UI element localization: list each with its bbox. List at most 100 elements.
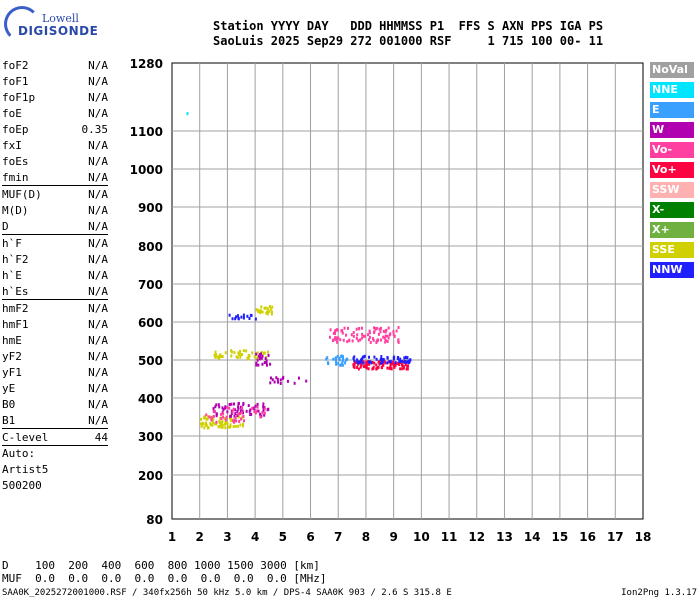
data-point <box>267 350 270 354</box>
data-point <box>221 423 224 427</box>
data-point <box>406 367 409 371</box>
x-tick-label: 17 <box>607 530 624 544</box>
data-point <box>236 314 239 318</box>
param-value: N/A <box>88 188 108 201</box>
muf-table: D 100 200 400 600 800 1000 1500 3000 [km… <box>2 559 327 585</box>
separator <box>2 428 108 429</box>
param-value: N/A <box>88 285 108 298</box>
data-point <box>250 412 253 416</box>
data-point <box>338 356 341 360</box>
data-point <box>221 425 224 429</box>
data-point <box>262 405 265 409</box>
data-point <box>205 413 208 417</box>
data-point <box>367 360 370 364</box>
data-point <box>265 359 268 363</box>
data-point <box>210 416 213 420</box>
param-row-ye: yE N/A <box>2 380 108 396</box>
data-point <box>251 351 254 355</box>
data-point <box>367 333 370 337</box>
data-point <box>327 361 330 365</box>
data-point <box>221 354 224 358</box>
data-point <box>256 405 259 409</box>
data-point <box>334 329 337 333</box>
param-name: yE <box>2 382 16 395</box>
data-point <box>233 351 236 355</box>
data-point <box>353 355 356 359</box>
data-point <box>270 310 273 314</box>
data-point <box>252 406 255 410</box>
data-point <box>368 335 371 339</box>
data-point <box>200 424 203 428</box>
data-point <box>223 422 226 426</box>
data-point <box>355 360 358 364</box>
param-name: C-level <box>2 431 49 444</box>
data-point <box>236 355 239 359</box>
data-point <box>275 376 278 380</box>
data-point <box>395 329 398 333</box>
data-point <box>216 355 219 359</box>
data-point <box>212 414 215 418</box>
separator <box>2 299 108 300</box>
data-point <box>228 406 231 410</box>
data-point <box>263 407 266 411</box>
param-row-hes: h`Es N/A <box>2 283 108 299</box>
data-point <box>345 333 348 337</box>
data-point <box>378 327 381 331</box>
data-point <box>378 361 381 365</box>
data-point <box>273 380 276 384</box>
data-point <box>399 367 402 371</box>
data-point <box>261 310 264 314</box>
data-point <box>269 362 272 366</box>
data-point <box>367 355 370 359</box>
muf-distance-row: D 100 200 400 600 800 1000 1500 3000 [km… <box>2 559 320 572</box>
data-point <box>235 419 238 423</box>
data-point <box>374 327 377 331</box>
data-point <box>407 359 410 363</box>
data-point <box>351 339 354 343</box>
data-point <box>356 358 359 362</box>
data-point <box>242 424 245 428</box>
data-point <box>259 415 262 419</box>
x-tick-label: 15 <box>552 530 569 544</box>
data-point <box>397 338 400 342</box>
param-value: N/A <box>88 334 108 347</box>
data-point <box>353 359 356 363</box>
data-point <box>401 364 404 368</box>
data-point <box>259 308 262 312</box>
data-point <box>257 310 260 314</box>
data-point <box>224 351 227 355</box>
data-point <box>234 408 237 412</box>
legend-item-sse: SSE <box>650 242 694 258</box>
data-point <box>214 405 217 409</box>
data-point <box>375 367 378 371</box>
data-point <box>248 317 251 321</box>
data-point <box>215 420 218 424</box>
data-point <box>215 422 218 426</box>
data-point <box>342 338 345 342</box>
param-row-foe: foE N/A <box>2 105 108 121</box>
data-point <box>254 404 257 408</box>
data-point <box>219 421 222 425</box>
param-name: h`E <box>2 269 22 282</box>
param-value: N/A <box>88 398 108 411</box>
data-point <box>211 423 214 427</box>
data-point <box>217 425 220 429</box>
data-point <box>386 366 389 370</box>
data-point <box>375 340 378 344</box>
data-point <box>382 329 385 333</box>
data-point <box>229 423 232 427</box>
data-point <box>212 407 215 411</box>
data-point <box>394 361 397 365</box>
data-point <box>352 334 355 338</box>
version-label: Ion2Png 1.3.17 <box>621 588 697 598</box>
data-point <box>380 366 383 370</box>
data-point <box>407 364 410 368</box>
param-row-fmin: fmin N/A <box>2 169 108 185</box>
data-point <box>332 357 335 361</box>
data-point <box>379 330 382 334</box>
y-tick-label: 1000 <box>130 163 163 177</box>
data-point <box>230 350 233 354</box>
data-point <box>233 418 236 422</box>
data-point <box>386 361 389 365</box>
data-point <box>241 406 244 410</box>
